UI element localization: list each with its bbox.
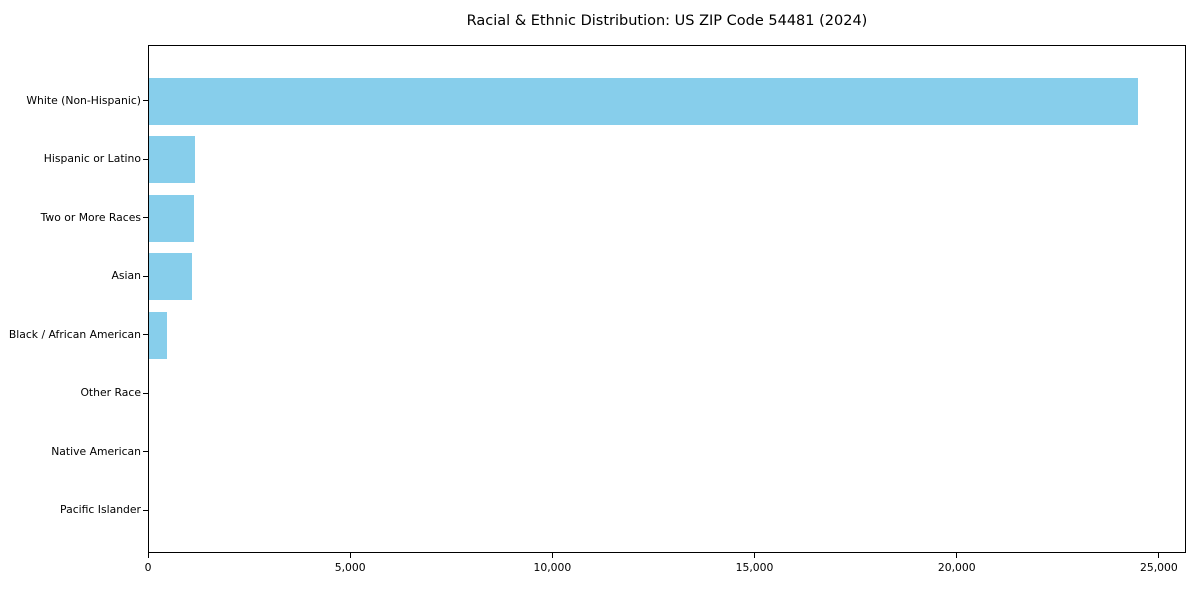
bar — [149, 253, 192, 301]
bars-layer — [149, 46, 1185, 552]
x-tick-label: 20,000 — [937, 561, 976, 574]
x-tick — [956, 553, 958, 558]
chart-title: Racial & Ethnic Distribution: US ZIP Cod… — [466, 13, 868, 29]
y-axis-label: Native American — [51, 444, 141, 458]
y-axis-label: Asian — [111, 269, 141, 283]
bar — [149, 77, 1138, 125]
y-axis-label: Two or More Races — [40, 210, 141, 224]
plot-area — [148, 45, 1186, 553]
y-axis-label: Pacific Islander — [60, 503, 141, 517]
x-tick-label: 15,000 — [735, 561, 774, 574]
y-tick — [143, 334, 148, 336]
bar — [149, 311, 168, 359]
x-tick-label: 25,000 — [1140, 561, 1178, 574]
x-tick — [1158, 553, 1160, 558]
bar — [149, 194, 194, 242]
y-axis-label: Black / African American — [8, 327, 141, 341]
y-tick — [143, 392, 148, 394]
y-tick — [143, 275, 148, 277]
x-tick-label: 10,000 — [533, 561, 572, 574]
y-tick — [143, 100, 148, 102]
x-tick — [551, 553, 553, 558]
x-tick-label: 5,000 — [334, 561, 366, 574]
y-axis-label: Hispanic or Latino — [43, 152, 141, 166]
y-tick — [143, 509, 148, 511]
y-tick — [143, 451, 148, 453]
y-axis-label: White (Non-Hispanic) — [26, 93, 141, 107]
y-tick — [143, 158, 148, 160]
x-tick — [147, 553, 149, 558]
x-tick — [754, 553, 756, 558]
y-axis-label: Other Race — [80, 386, 141, 400]
y-tick — [143, 217, 148, 219]
x-tick — [349, 553, 351, 558]
bar — [149, 136, 195, 184]
x-tick-label: 0 — [144, 561, 152, 574]
